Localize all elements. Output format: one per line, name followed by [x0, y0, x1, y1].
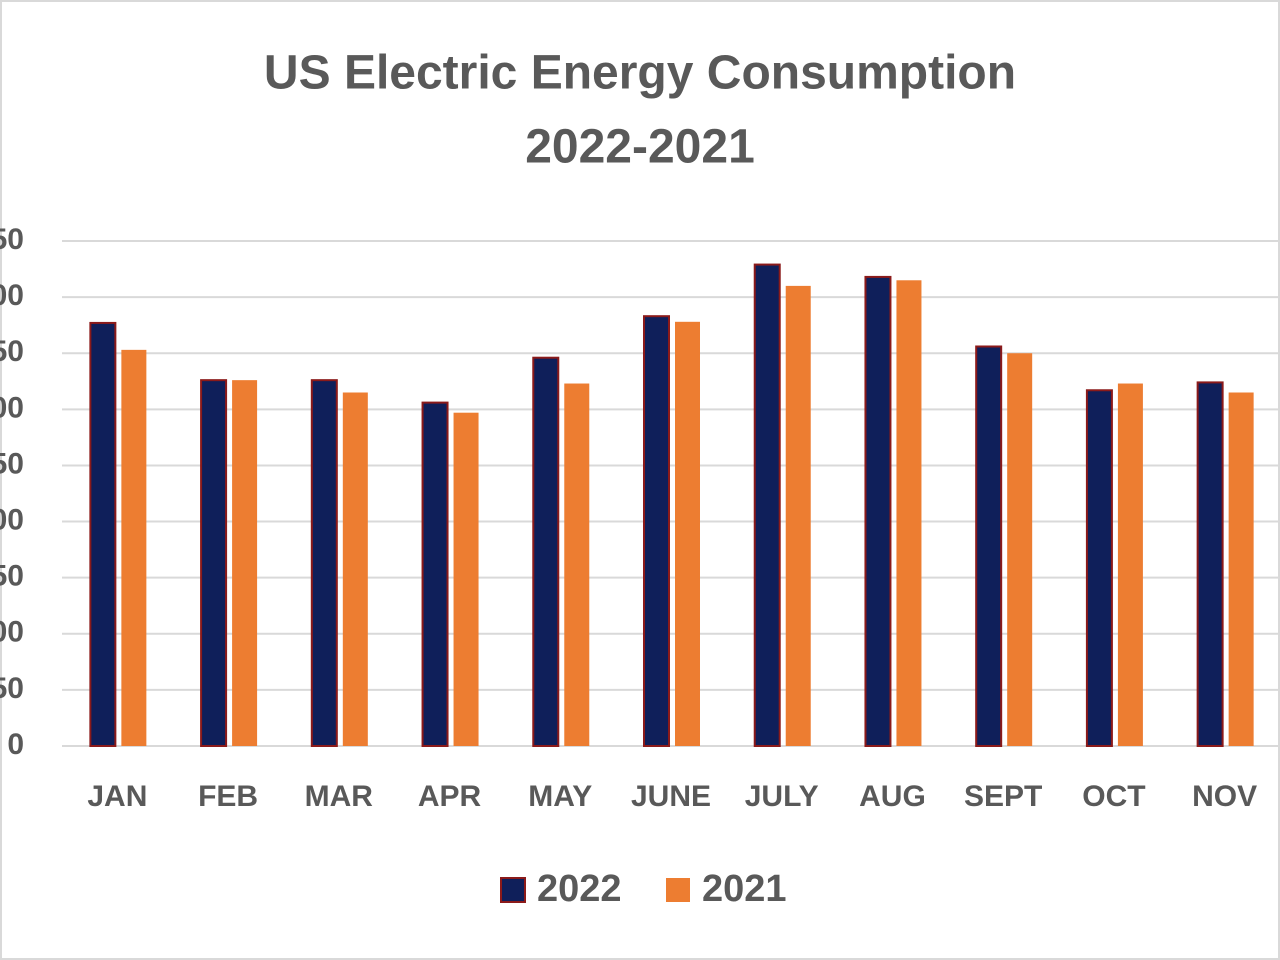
y-tick-label: 350 — [0, 335, 24, 368]
y-tick-label: 400 — [0, 279, 24, 312]
bar — [310, 379, 338, 747]
x-tick-label: MAR — [305, 780, 374, 813]
y-tick-label: 300 — [0, 391, 24, 424]
x-tick-label: AUG — [859, 780, 926, 813]
bar — [232, 380, 258, 746]
chart-title: US Electric Energy Consumption — [264, 47, 1016, 100]
x-tick-label: JUNE — [631, 780, 711, 813]
legend-swatch — [666, 878, 690, 902]
y-tick-label: 150 — [0, 560, 24, 593]
bar — [89, 321, 117, 747]
bar — [564, 383, 590, 746]
y-tick-label: 250 — [0, 447, 24, 480]
x-tick-label: NOV — [1192, 780, 1257, 813]
bar — [1007, 353, 1033, 746]
bar — [643, 315, 670, 747]
x-tick-label: APR — [418, 780, 482, 813]
x-tick-label: JULY — [745, 780, 819, 813]
bar — [785, 285, 811, 746]
bar — [1196, 381, 1224, 747]
bar — [1228, 392, 1254, 746]
legend-label: 2021 — [702, 868, 787, 910]
x-tick-label: MAY — [528, 780, 592, 813]
y-tick-label: 0 — [7, 728, 24, 761]
x-tick-label: SEPT — [964, 780, 1042, 813]
x-tick-label: FEB — [198, 780, 258, 813]
bar — [121, 349, 147, 746]
bar — [896, 280, 922, 746]
bar — [675, 321, 700, 746]
bar — [342, 392, 368, 746]
bar — [1085, 389, 1113, 747]
legend-swatch — [500, 877, 526, 903]
bar — [453, 412, 479, 746]
x-tick-label: OCT — [1082, 780, 1145, 813]
legend-label: 2022 — [537, 868, 622, 910]
bar — [975, 345, 1003, 747]
bar — [1117, 383, 1143, 746]
x-tick-label: JAN — [87, 780, 147, 813]
y-tick-label: 450 — [0, 223, 24, 256]
y-tick-label: 200 — [0, 503, 24, 536]
y-tick-label: 50 — [0, 672, 24, 705]
bar — [421, 401, 449, 747]
bar — [753, 263, 781, 747]
bar — [864, 275, 892, 747]
y-tick-label: 100 — [0, 616, 24, 649]
bar — [200, 379, 228, 747]
bar — [532, 356, 560, 747]
chart-title: 2022-2021 — [525, 121, 755, 174]
